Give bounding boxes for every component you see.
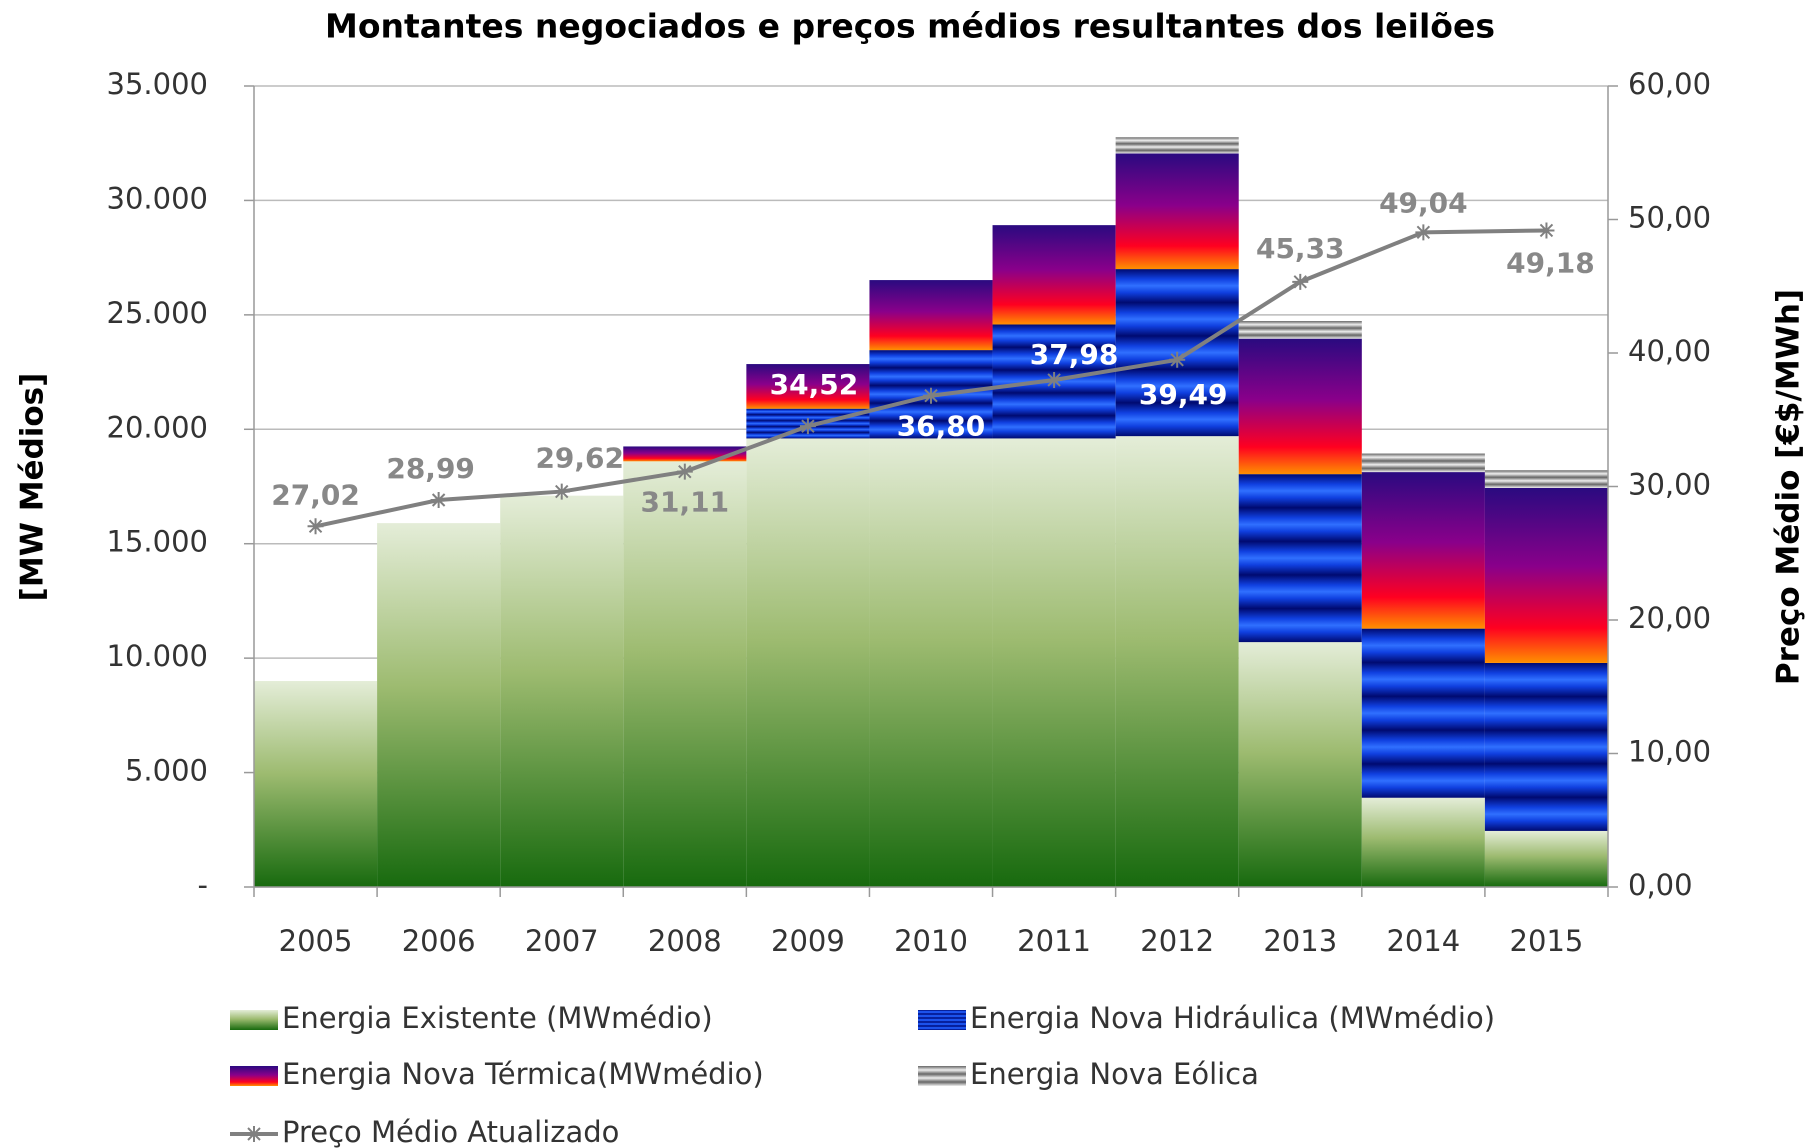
bar [869, 438, 993, 887]
bar [746, 364, 870, 409]
x-tick-label: 2011 [1017, 924, 1091, 958]
y-axis-title: [MW Médios] [15, 373, 51, 602]
x-tick-label: 2006 [402, 924, 476, 958]
y2-axis-title: Preço Médio [€$/MWh] [1771, 289, 1807, 685]
line-marker [676, 463, 693, 480]
y2-tick-label: 0,00 [1628, 868, 1693, 902]
line-marker [553, 483, 570, 500]
y2-tick-label: 50,00 [1628, 201, 1711, 235]
line-marker [430, 491, 447, 508]
data-label: 29,62 [535, 442, 624, 475]
bar [500, 495, 624, 887]
legend-label: Energia Nova Térmica(MWmédio) [282, 1057, 764, 1091]
y2-tick-label: 30,00 [1628, 468, 1711, 502]
legend-label: Energia Nova Hidráulica (MWmédio) [970, 1001, 1495, 1035]
y-tick-label: 25.000 [107, 296, 208, 330]
bar [254, 681, 378, 887]
x-tick-label: 2009 [771, 924, 845, 958]
x-tick-label: 2008 [648, 924, 722, 958]
data-label: 45,33 [1256, 232, 1345, 265]
line-marker [1292, 273, 1309, 290]
y2-tick-label: 60,00 [1628, 67, 1711, 101]
x-tick-label: 2012 [1140, 924, 1214, 958]
legend-label: Energia Nova Eólica [970, 1057, 1259, 1091]
bar [1238, 321, 1362, 339]
data-label: 49,04 [1379, 186, 1468, 219]
bar [377, 523, 501, 887]
bar [623, 446, 747, 462]
line-marker [1415, 224, 1432, 241]
data-label: 27,02 [271, 478, 360, 511]
line-marker [1538, 222, 1555, 239]
data-label: 28,99 [386, 452, 475, 485]
bar [1115, 436, 1239, 887]
y-tick-label: 5.000 [125, 754, 208, 788]
bar [1238, 642, 1362, 887]
bar [1238, 338, 1362, 475]
x-tick-label: 2007 [525, 924, 599, 958]
bar [1115, 137, 1239, 154]
legend-label: Energia Existente (MWmédio) [282, 1001, 713, 1035]
x-tick-label: 2015 [1510, 924, 1584, 958]
legend-marker [246, 1126, 262, 1142]
y2-tick-label: 20,00 [1628, 601, 1711, 635]
y2-tick-label: 10,00 [1628, 735, 1711, 769]
line-marker [1046, 371, 1063, 388]
bar [992, 225, 1116, 325]
y-tick-label: 10.000 [107, 639, 208, 673]
y-tick-label: 35.000 [107, 67, 208, 101]
bar [623, 461, 747, 887]
line-marker [307, 518, 324, 535]
bar [992, 438, 1116, 887]
chart-title: Montantes negociados e preços médios res… [325, 7, 1495, 46]
legend-swatch [230, 1010, 278, 1030]
legend-swatch [230, 1066, 278, 1086]
x-tick-label: 2010 [894, 924, 968, 958]
line-marker [923, 387, 939, 404]
data-label: 34,52 [770, 368, 859, 401]
line-marker [799, 418, 816, 435]
data-label: 36,80 [897, 410, 986, 443]
line-marker [1169, 351, 1186, 368]
x-tick-label: 2013 [1263, 924, 1337, 958]
x-tick-label: 2014 [1386, 924, 1460, 958]
bar [1238, 474, 1362, 643]
bar [746, 438, 870, 887]
bar [1361, 472, 1485, 629]
data-label: 39,49 [1139, 378, 1228, 411]
data-label: 49,18 [1506, 246, 1595, 279]
bar [1115, 153, 1239, 270]
y-tick-label: 30.000 [107, 181, 208, 215]
bar [1484, 662, 1608, 831]
x-tick-label: 2005 [279, 924, 353, 958]
data-label: 37,98 [1030, 338, 1119, 371]
bar [1361, 797, 1485, 887]
legend-swatch [918, 1066, 966, 1086]
bar [1484, 470, 1608, 488]
y-tick-label: - [198, 868, 208, 902]
y-tick-label: 20.000 [107, 410, 208, 444]
bar [1361, 453, 1485, 473]
y-tick-label: 15.000 [107, 525, 208, 559]
bar [1484, 830, 1608, 887]
data-label: 31,11 [641, 486, 730, 519]
bar [1484, 487, 1608, 663]
bar [1361, 628, 1485, 798]
bar [869, 280, 993, 351]
legend-label: Preço Médio Atualizado [282, 1115, 619, 1148]
legend-swatch [918, 1010, 966, 1030]
y2-tick-label: 40,00 [1628, 334, 1711, 368]
